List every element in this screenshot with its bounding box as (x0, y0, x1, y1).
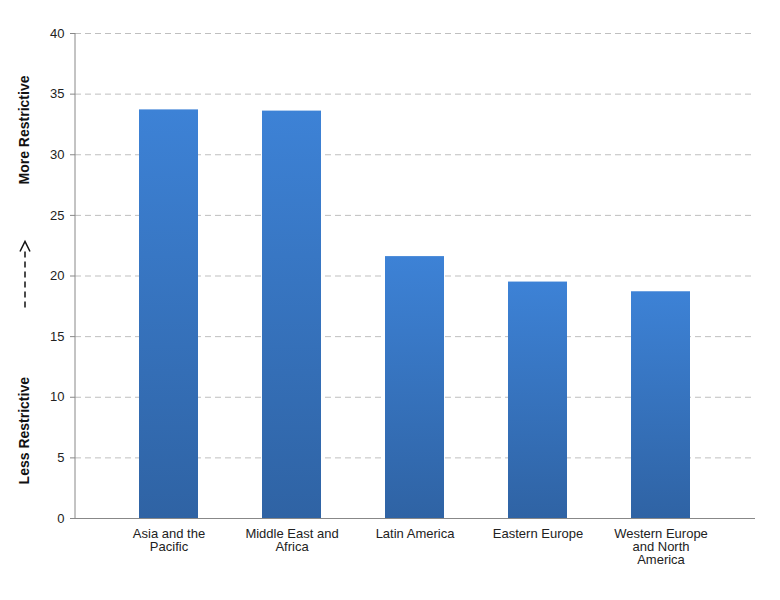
svg-text:Asia and thePacific: Asia and thePacific (133, 526, 205, 554)
svg-text:Eastern Europe: Eastern Europe (493, 526, 583, 541)
svg-text:Latin America: Latin America (376, 526, 456, 541)
svg-text:25: 25 (50, 208, 64, 223)
svg-text:35: 35 (50, 86, 64, 101)
svg-text:30: 30 (50, 147, 64, 162)
svg-text:15: 15 (50, 329, 64, 344)
svg-text:More Restrictive: More Restrictive (16, 75, 32, 184)
svg-text:Middle East andAfrica: Middle East andAfrica (245, 526, 338, 554)
svg-text:20: 20 (50, 268, 64, 283)
svg-text:0: 0 (57, 511, 64, 526)
svg-text:Less Restrictive: Less Restrictive (16, 377, 32, 485)
svg-text:5: 5 (57, 450, 64, 465)
svg-text:40: 40 (50, 26, 64, 41)
svg-text:10: 10 (50, 389, 64, 404)
svg-text:Western Europeand NorthAmerica: Western Europeand NorthAmerica (614, 526, 708, 567)
